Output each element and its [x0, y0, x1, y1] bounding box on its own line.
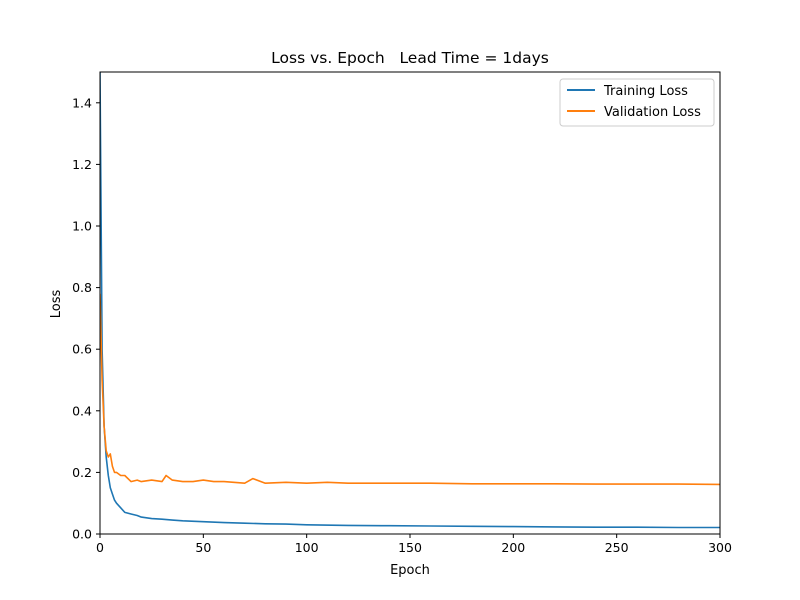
y-tick-label: 0.4: [72, 403, 92, 418]
y-tick-label: 0.2: [72, 465, 92, 480]
y-tick-label: 0.0: [72, 527, 92, 542]
series-line-training-loss: [100, 72, 720, 529]
x-tick-label: 0: [96, 540, 104, 555]
y-tick-label: 1.4: [72, 95, 92, 110]
y-tick-label: 0.8: [72, 280, 92, 295]
axes: 0 50 100 150 200 250 300 0.0 0.2 0.4 0.6 0.8 1.0 1.2 1…: [72, 71, 732, 555]
y-tick-label: 0.6: [72, 342, 92, 357]
legend-label-training: Training Loss: [603, 84, 688, 99]
series-line-validation-loss: [100, 293, 720, 486]
legend: Training Loss Validation Loss: [559, 78, 715, 127]
legend-box: [559, 78, 715, 127]
plot-area: [100, 72, 720, 529]
x-tick-label: 200: [501, 540, 525, 555]
legend-label-validation: Validation Loss: [604, 105, 701, 120]
x-tick-label: 50: [195, 540, 211, 555]
x-tick-label: 100: [295, 540, 319, 555]
y-tick-label: 1.2: [72, 157, 92, 172]
x-tick-label: 250: [605, 540, 629, 555]
chart-title: Loss vs. Epoch Lead Time = 1days: [271, 49, 549, 67]
x-tick-label: 300: [708, 540, 732, 555]
x-tick-label: 150: [398, 540, 422, 555]
y-tick-label: 1.0: [72, 219, 92, 234]
x-axis-label: Epoch: [390, 563, 430, 578]
y-axis-label: Loss: [49, 290, 64, 319]
